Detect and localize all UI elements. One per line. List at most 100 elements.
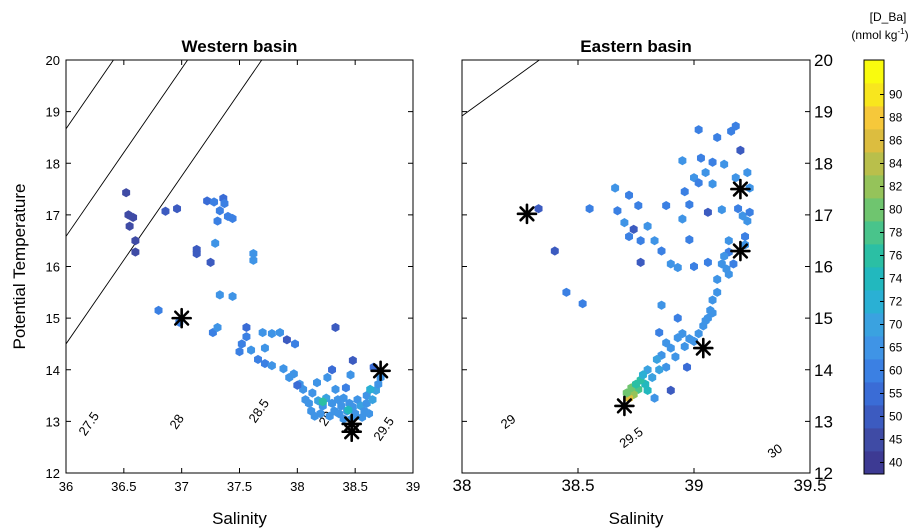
data-point <box>703 207 712 217</box>
colorbar-tick-label: 50 <box>889 410 903 424</box>
colorbar-cell <box>864 405 884 429</box>
data-point <box>736 145 745 155</box>
data-point <box>228 291 237 302</box>
data-point <box>683 362 692 372</box>
endmember-marker <box>692 337 714 359</box>
data-point <box>220 198 229 209</box>
data-point <box>235 347 244 357</box>
data-point <box>634 200 643 211</box>
isopycnal-label-bg <box>245 395 274 427</box>
data-point <box>694 178 703 188</box>
data-point <box>625 231 634 242</box>
endmember-stroke <box>174 310 190 326</box>
isopycnal-line <box>0 0 529 189</box>
data-point <box>671 352 680 362</box>
data-point <box>613 206 622 216</box>
colorbar: [D_Ba] (nmol kg-1) 40 45 50 55 60 65 70 72 74 76 7… <box>851 10 909 475</box>
data-point <box>662 338 671 348</box>
endmember-marker <box>730 178 751 200</box>
data-point <box>720 251 729 261</box>
endmember-marker <box>516 203 538 225</box>
data-point <box>211 238 220 248</box>
data-point <box>638 370 647 380</box>
y-tick-label: 20 <box>46 53 60 68</box>
colorbar-cell <box>864 60 884 84</box>
data-point <box>267 361 276 371</box>
endmember-stroke <box>519 206 535 222</box>
data-point <box>247 345 256 355</box>
data-point <box>694 125 703 135</box>
eastern-x-axis-label: Salinity <box>609 509 664 528</box>
data-point <box>625 190 634 200</box>
data-point <box>673 313 682 323</box>
colorbar-tick-label: 65 <box>889 341 903 355</box>
data-point <box>708 295 717 305</box>
eastern-isopycnals <box>462 60 541 117</box>
data-point <box>685 235 694 245</box>
data-point <box>690 261 698 272</box>
data-point <box>745 207 754 217</box>
colorbar-cell <box>864 336 884 360</box>
data-point <box>276 327 284 338</box>
colorbar-title-line1: [D_Ba] <box>870 10 907 24</box>
data-point <box>161 206 170 216</box>
data-point <box>304 398 313 408</box>
data-point <box>680 341 689 352</box>
data-point <box>685 334 694 344</box>
endmember-marker <box>341 421 362 443</box>
data-point <box>662 200 671 211</box>
data-point <box>215 206 224 216</box>
colorbar-tick-label: 88 <box>889 111 903 125</box>
data-point <box>260 343 269 353</box>
endmember-stroke <box>616 398 633 414</box>
data-point <box>242 332 251 342</box>
western-isopycnals <box>0 0 529 345</box>
data-point <box>173 204 182 214</box>
data-point <box>655 365 664 375</box>
data-point <box>131 236 140 246</box>
data-point <box>652 354 661 365</box>
x-tick-label: 39 <box>685 476 704 495</box>
endmember-stroke <box>372 363 389 379</box>
data-point <box>249 255 258 265</box>
y-tick-label: 15 <box>46 311 60 326</box>
western-axis-ticks: 36 36.5 37 37.5 38 38.5 39 12 13 14 15 16 17 18 19 20 <box>46 53 421 494</box>
data-point <box>258 327 267 338</box>
data-point <box>717 205 726 215</box>
x-tick-label: 37 <box>174 479 188 494</box>
data-point <box>701 167 710 178</box>
data-point <box>346 370 355 380</box>
data-point <box>678 156 687 166</box>
data-point <box>636 236 645 246</box>
y-tick-label: 16 <box>46 260 60 275</box>
data-point <box>344 405 353 415</box>
data-point <box>279 364 288 374</box>
data-point <box>685 199 694 210</box>
data-point <box>192 248 201 259</box>
data-point <box>365 409 374 419</box>
data-point <box>585 204 594 214</box>
colorbar-tick-label: 90 <box>889 88 903 102</box>
data-point <box>125 221 134 231</box>
isopycnal-line <box>66 60 263 345</box>
data-point <box>622 388 631 398</box>
isopycnal-label-bg <box>75 408 104 440</box>
colorbar-cell <box>864 152 884 176</box>
y-tick-label: 18 <box>46 156 60 171</box>
endmember-marker <box>614 395 635 417</box>
data-point <box>131 247 140 257</box>
data-point <box>708 179 717 189</box>
data-point <box>657 300 666 310</box>
y-tick-label: 19 <box>46 105 60 120</box>
isopycnal-label-bg <box>370 413 399 445</box>
data-point <box>237 339 246 349</box>
endmember-marker <box>370 360 391 382</box>
x-tick-label: 38 <box>290 479 304 494</box>
data-point <box>323 372 332 383</box>
data-point <box>731 121 740 131</box>
colorbar-tick-label: 55 <box>889 387 903 401</box>
y-tick-label: 18 <box>814 154 833 173</box>
